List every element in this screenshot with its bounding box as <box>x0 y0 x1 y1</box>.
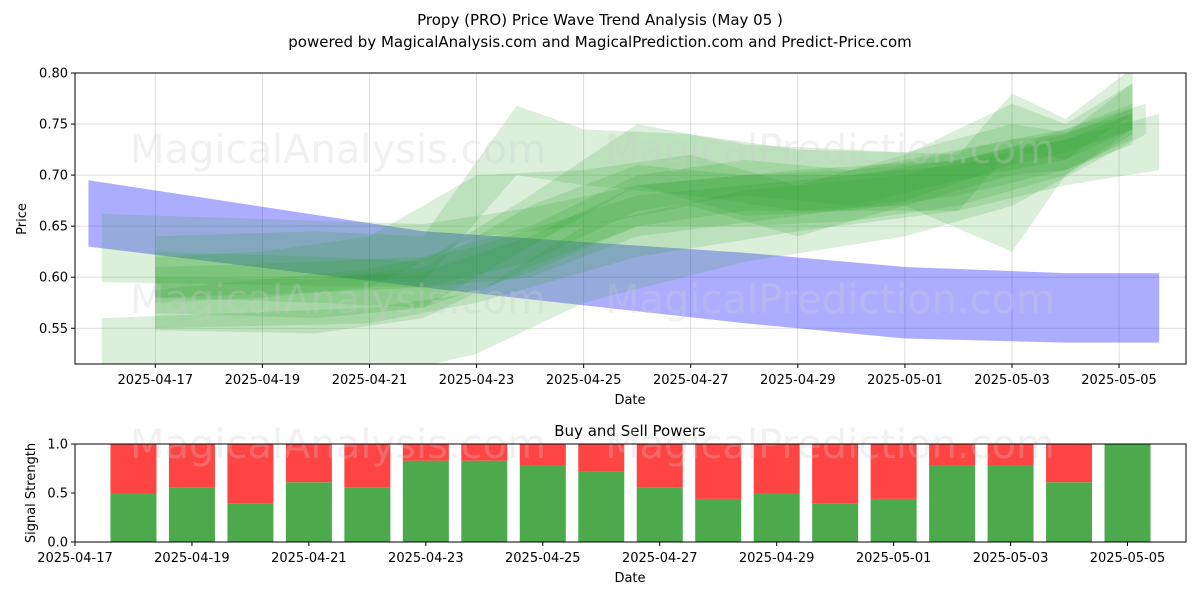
sell-power-bar <box>929 444 976 466</box>
buy-power-bar <box>461 460 508 542</box>
signal-x-tick-label: 2025-04-21 <box>271 551 347 566</box>
signal-watermarks: MagicalAnalysis.com MagicalPrediction.co… <box>130 422 1055 468</box>
buy-power-bar <box>1046 482 1093 542</box>
signal-x-tick-label: 2025-04-29 <box>739 551 815 566</box>
sell-power-bar <box>461 444 508 461</box>
signal-x-tick-label: 2025-05-01 <box>856 551 932 566</box>
chart-title: Propy (PRO) Price Wave Trend Analysis (M… <box>417 11 783 29</box>
buy-power-bar <box>168 487 215 542</box>
green-wave-band <box>155 103 1133 298</box>
blue-trend-band <box>88 180 1160 343</box>
price-watermarks: MagicalAnalysis.com MagicalPrediction.co… <box>130 127 1055 323</box>
buy-power-bar <box>636 487 683 542</box>
buy-power-bar <box>987 465 1034 542</box>
price-y-tick-label: 0.75 <box>39 118 68 133</box>
watermark-analysis-top: MagicalAnalysis.com <box>130 127 546 173</box>
price-bands <box>88 73 1160 364</box>
green-wave-band <box>155 73 1133 308</box>
signal-x-tick-label: 2025-04-23 <box>388 551 464 566</box>
buy-power-bar <box>227 503 274 542</box>
price-x-tick-label: 2025-05-05 <box>1081 373 1157 388</box>
price-x-tick-label: 2025-05-01 <box>867 373 943 388</box>
sell-power-bar <box>987 444 1034 466</box>
price-y-tick-label: 0.70 <box>39 169 68 184</box>
price-x-ticks: 2025-04-17 2025-04-19 2025-04-21 2025-04-23… <box>118 364 1157 388</box>
sell-power-bar <box>402 444 449 461</box>
sell-power-bar <box>753 444 800 493</box>
price-x-tick-label: 2025-04-19 <box>225 373 301 388</box>
green-wave-band <box>155 83 1133 303</box>
chart-subtitle: powered by MagicalAnalysis.com and Magic… <box>288 33 912 51</box>
buy-power-bar <box>812 503 859 542</box>
price-x-tick-label: 2025-04-27 <box>653 373 729 388</box>
buy-power-bar <box>578 471 625 542</box>
price-x-axis-label: Date <box>614 393 645 408</box>
signal-chart-title: Buy and Sell Powers <box>554 422 706 440</box>
price-x-tick-label: 2025-04-29 <box>760 373 836 388</box>
buy-power-bar <box>110 493 157 542</box>
sell-power-bar <box>227 444 274 504</box>
sell-power-bar <box>578 444 625 472</box>
price-x-tick-label: 2025-04-17 <box>118 373 194 388</box>
buy-power-bar <box>344 487 391 542</box>
green-wave-band <box>101 103 1146 364</box>
signal-x-tick-label: 2025-05-03 <box>973 551 1049 566</box>
price-axes-frame <box>74 72 1187 365</box>
watermark-prediction-mid: MagicalPrediction.com <box>605 277 1055 323</box>
watermark-analysis-bottom: MagicalAnalysis.com <box>130 422 546 468</box>
price-x-tick-label: 2025-05-03 <box>974 373 1050 388</box>
signal-y-ticks: 0.0 0.5 1.0 <box>47 438 75 551</box>
green-wave-band <box>155 113 1160 329</box>
buy-power-bar <box>753 493 800 542</box>
signal-x-tick-label: 2025-04-19 <box>154 551 230 566</box>
price-grid <box>75 72 1186 364</box>
price-x-tick-label: 2025-04-23 <box>439 373 515 388</box>
price-y-tick-label: 0.80 <box>39 67 68 82</box>
watermark-prediction-top: MagicalPrediction.com <box>605 127 1055 173</box>
sell-power-bar <box>870 444 917 499</box>
price-x-tick-label: 2025-04-21 <box>332 373 408 388</box>
green-wave-band <box>101 108 1133 288</box>
signal-bars <box>110 444 1151 542</box>
price-y-tick-label: 0.60 <box>39 271 68 286</box>
buy-power-bar <box>285 482 332 542</box>
sell-power-bar <box>285 444 332 483</box>
signal-y-tick-label: 0.5 <box>47 487 68 502</box>
price-y-tick-label: 0.55 <box>39 322 68 337</box>
signal-x-tick-label: 2025-04-25 <box>505 551 581 566</box>
sell-power-bar <box>344 444 391 488</box>
signal-x-tick-label: 2025-04-17 <box>37 551 113 566</box>
signal-y-axis-label: Signal Strength <box>24 443 39 543</box>
sell-power-bar <box>1046 444 1093 483</box>
price-y-ticks: 0.55 0.60 0.65 0.70 0.75 0.80 <box>39 67 75 337</box>
green-wave-band <box>155 83 1133 334</box>
price-y-tick-label: 0.65 <box>39 220 68 235</box>
price-y-axis-label: Price <box>15 203 30 235</box>
buy-power-bar <box>870 498 917 542</box>
buy-power-bar <box>402 460 449 542</box>
green-wave-band <box>155 113 1133 319</box>
signal-y-tick-label: 1.0 <box>47 438 68 453</box>
price-x-tick-label: 2025-04-25 <box>546 373 622 388</box>
watermark-analysis-mid: MagicalAnalysis.com <box>130 277 546 323</box>
signal-x-tick-label: 2025-05-05 <box>1090 551 1166 566</box>
sell-power-bar <box>168 444 215 488</box>
buy-power-bar <box>695 498 742 542</box>
buy-power-bar <box>519 465 566 542</box>
sell-power-bar <box>519 444 566 466</box>
signal-x-axis-label: Date <box>614 571 645 586</box>
signal-x-ticks: 2025-04-17 2025-04-19 2025-04-21 2025-04-23… <box>37 542 1165 566</box>
signal-y-tick-label: 0.0 <box>47 536 68 551</box>
buy-power-bar <box>929 465 976 542</box>
signal-x-tick-label: 2025-04-27 <box>622 551 698 566</box>
sell-power-bar <box>695 444 742 499</box>
buy-power-bar <box>1104 444 1151 542</box>
sell-power-bar <box>636 444 683 488</box>
watermark-prediction-bottom: MagicalPrediction.com <box>605 422 1055 468</box>
green-wave-band <box>155 105 1133 283</box>
sell-power-bar <box>812 444 859 504</box>
sell-power-bar <box>110 444 157 493</box>
